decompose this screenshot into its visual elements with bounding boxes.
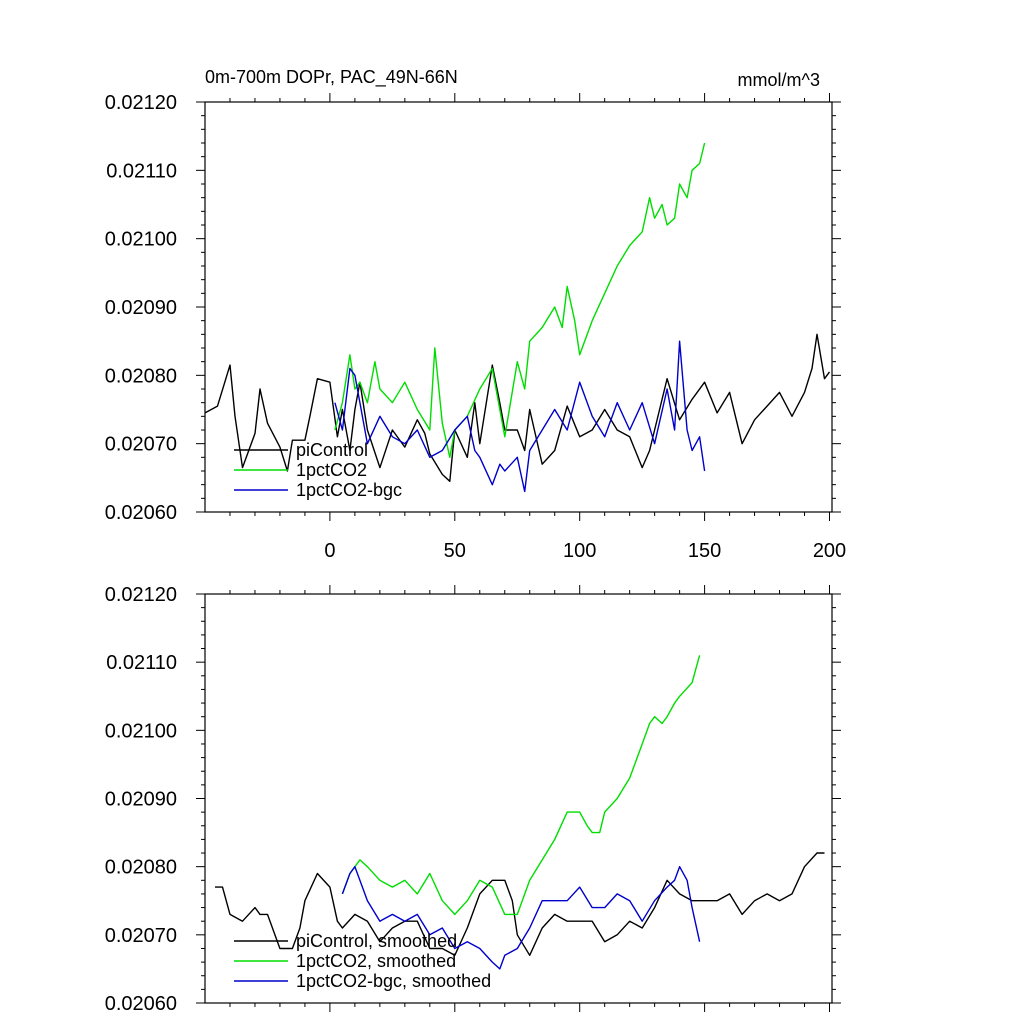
x-tick-label: 100 (563, 540, 596, 562)
y-tick-label: 0.02110 (106, 160, 177, 182)
series-line-1-3 (334, 340, 706, 493)
legend-label: piControl, smoothed (296, 931, 457, 951)
series-line-2-2 (341, 655, 701, 916)
x-tick-label: 200 (813, 540, 846, 562)
series-line-1-1 (204, 333, 831, 482)
series-line-1-2 (334, 142, 706, 458)
y-tick-label: 0.02080 (105, 857, 177, 879)
y-tick-label: 0.02060 (105, 502, 177, 524)
y-tick-label: 0.02120 (105, 92, 177, 114)
series-line-2-1 (215, 852, 825, 956)
y-tick-label: 0.02100 (105, 229, 177, 251)
legend-label: piControl (296, 440, 368, 460)
y-tick-label: 0.02070 (105, 434, 177, 456)
y-tick-label: 0.02090 (105, 297, 177, 319)
units-label: mmol/m^3 (738, 70, 820, 90)
y-tick-label: 0.02090 (105, 789, 177, 811)
x-tick-label: 150 (688, 540, 721, 562)
y-tick-label: 0.02080 (105, 365, 177, 387)
chart-title: 0m-700m DOPr, PAC_49N-66N (205, 67, 458, 88)
x-tick-label: 50 (444, 540, 466, 562)
y-tick-label: 0.02110 (106, 652, 177, 674)
y-tick-label: 0.02120 (105, 584, 177, 606)
y-tick-label: 0.02070 (105, 925, 177, 947)
y-tick-label: 0.02060 (105, 993, 177, 1015)
legend-label: 1pctCO2-bgc, smoothed (296, 971, 491, 991)
legend-label: 1pctCO2 (296, 460, 367, 480)
legend-label: 1pctCO2-bgc (296, 480, 402, 500)
series-line-2-3 (341, 866, 701, 970)
x-tick-label: 0 (324, 540, 335, 562)
y-tick-label: 0.02100 (105, 720, 177, 742)
legend-label: 1pctCO2, smoothed (296, 951, 456, 971)
